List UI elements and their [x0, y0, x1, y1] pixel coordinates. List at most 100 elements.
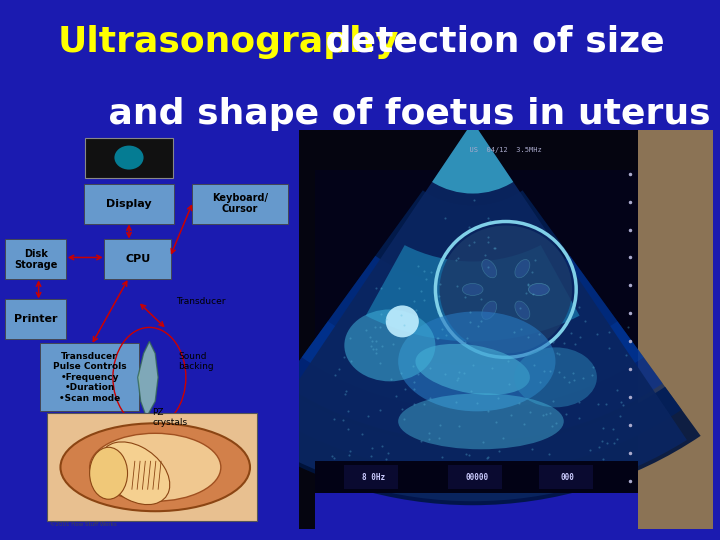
Ellipse shape	[60, 423, 250, 511]
Point	[591, 330, 603, 339]
Point	[385, 375, 397, 383]
Point	[395, 311, 406, 320]
Text: detection of size: detection of size	[313, 25, 665, 59]
Point	[551, 461, 562, 469]
Point	[588, 362, 599, 371]
Point	[613, 411, 625, 420]
Point	[393, 284, 405, 292]
Point	[464, 484, 476, 492]
Point	[434, 421, 446, 429]
Point	[461, 450, 472, 458]
Ellipse shape	[398, 312, 556, 411]
Point	[410, 306, 422, 314]
Point	[377, 442, 388, 451]
Point	[463, 240, 474, 249]
Point	[423, 435, 435, 443]
Point	[435, 469, 446, 477]
Point	[528, 361, 540, 369]
Point	[475, 317, 487, 326]
Text: US  04/12  3.5MHz: US 04/12 3.5MHz	[462, 146, 550, 153]
Point	[608, 439, 619, 448]
Point	[362, 412, 374, 421]
Point	[597, 424, 608, 433]
Ellipse shape	[114, 146, 143, 170]
Point	[407, 362, 418, 370]
Point	[436, 254, 448, 262]
Point	[418, 400, 430, 408]
Point	[440, 330, 451, 339]
Point	[514, 303, 526, 312]
Ellipse shape	[89, 433, 221, 501]
Point	[585, 446, 596, 455]
Point	[415, 436, 426, 445]
Point	[451, 281, 463, 290]
Point	[434, 280, 446, 288]
Point	[579, 317, 590, 326]
Point	[505, 483, 516, 491]
Text: PZ
crystals: PZ crystals	[153, 408, 187, 427]
Point	[506, 480, 518, 489]
Bar	[315, 461, 638, 493]
Point	[482, 213, 494, 222]
Wedge shape	[302, 190, 644, 409]
Point	[482, 454, 493, 462]
Point	[593, 400, 604, 409]
Point	[408, 297, 420, 306]
Point	[546, 421, 557, 430]
Point	[497, 433, 508, 442]
Point	[398, 321, 410, 329]
Circle shape	[386, 306, 419, 338]
Point	[374, 406, 385, 414]
Point	[374, 323, 386, 332]
Text: 8 0Hz: 8 0Hz	[361, 472, 385, 482]
Bar	[448, 465, 502, 489]
Point	[333, 364, 345, 373]
Point	[327, 451, 338, 460]
Point	[559, 339, 570, 347]
Point	[522, 333, 534, 341]
Bar	[344, 465, 398, 489]
Point	[463, 451, 474, 460]
Point	[520, 288, 531, 297]
Point	[616, 472, 628, 481]
Point	[371, 284, 382, 292]
Bar	[315, 170, 638, 493]
Point	[553, 368, 564, 376]
Point	[348, 460, 359, 469]
Point	[593, 443, 605, 451]
Point	[380, 315, 392, 323]
Point	[527, 290, 539, 299]
Point	[488, 244, 500, 252]
Ellipse shape	[415, 344, 530, 395]
Point	[424, 364, 436, 373]
Point	[485, 470, 497, 478]
Point	[505, 411, 517, 420]
Point	[551, 349, 562, 357]
Point	[530, 256, 541, 265]
Point	[596, 436, 608, 445]
Point	[356, 429, 367, 438]
Point	[370, 336, 382, 345]
Point	[464, 307, 476, 316]
Point	[344, 446, 356, 455]
Bar	[638, 130, 713, 529]
Point	[450, 256, 462, 265]
Point	[573, 397, 585, 406]
Point	[366, 451, 377, 460]
Wedge shape	[432, 122, 513, 193]
Point	[424, 394, 436, 402]
Point	[482, 233, 494, 242]
Bar	[85, 138, 173, 178]
Point	[522, 280, 534, 289]
Polygon shape	[138, 341, 158, 417]
Point	[451, 478, 462, 487]
Point	[452, 254, 464, 262]
Point	[464, 223, 475, 232]
Point	[504, 380, 516, 388]
Point	[432, 307, 444, 316]
Point	[437, 453, 449, 461]
Point	[396, 405, 408, 414]
Point	[487, 363, 498, 372]
Ellipse shape	[482, 260, 497, 278]
Point	[375, 309, 387, 318]
